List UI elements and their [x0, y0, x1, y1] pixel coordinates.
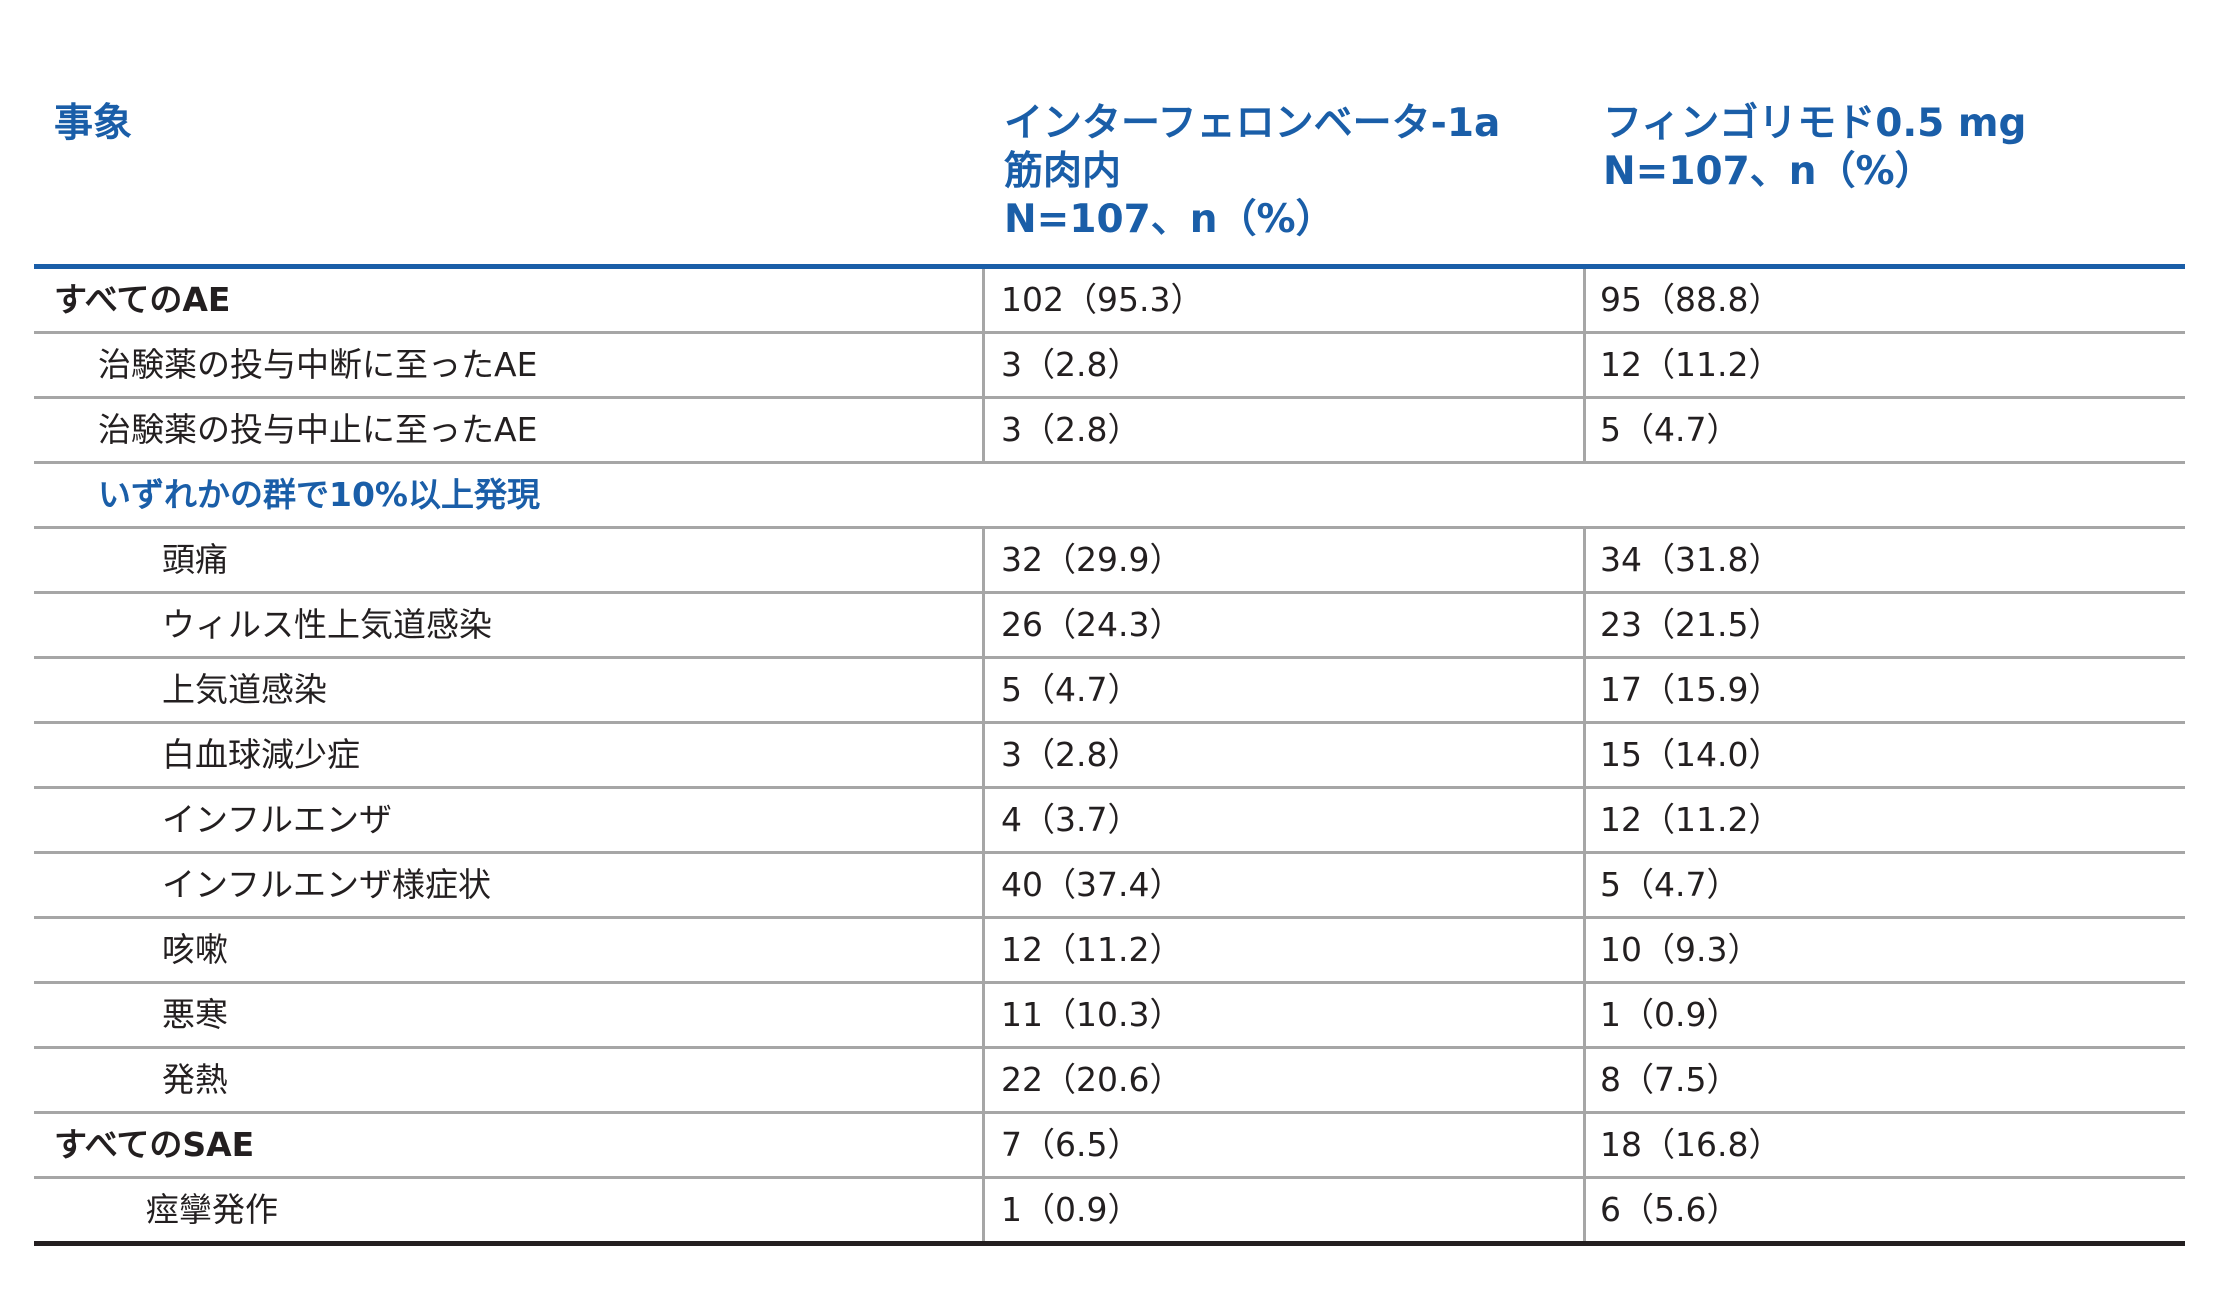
- fingolimod-value: 12（11.2）: [1600, 345, 1782, 384]
- interferon-value: 12（11.2）: [1001, 930, 1183, 969]
- table-row: 白血球減少症 3（2.8） 15（14.0）: [34, 724, 2185, 789]
- column-divider: [982, 854, 985, 916]
- column-divider: [982, 529, 985, 591]
- interferon-value: 3（2.8）: [1001, 735, 1141, 774]
- fingolimod-value: 15（14.0）: [1600, 735, 1782, 774]
- table-row: インフルエンザ様症状 40（37.4） 5（4.7）: [34, 854, 2185, 919]
- row-label: ウィルス性上気道感染: [162, 605, 492, 644]
- interferon-value: 26（24.3）: [1001, 605, 1183, 644]
- column-divider: [1583, 269, 1586, 331]
- fingolimod-value: 1（0.9）: [1600, 995, 1740, 1034]
- column-divider: [982, 399, 985, 461]
- fingolimod-value: 23（21.5）: [1600, 605, 1782, 644]
- section-row: いずれかの群で10%以上発現: [34, 464, 2185, 529]
- table-row: すべてのAE 102（95.3） 95（88.8）: [34, 269, 2185, 334]
- header-fingolimod-line2: N=107、n（%）: [1603, 149, 1934, 194]
- fingolimod-value: 17（15.9）: [1600, 670, 1782, 709]
- column-divider: [982, 1049, 985, 1111]
- table-row: 上気道感染 5（4.7） 17（15.9）: [34, 659, 2185, 724]
- column-divider: [1583, 789, 1586, 851]
- table-row: ウィルス性上気道感染 26（24.3） 23（21.5）: [34, 594, 2185, 659]
- fingolimod-value: 12（11.2）: [1600, 800, 1782, 839]
- column-divider: [1583, 919, 1586, 981]
- header-rule: [34, 264, 2185, 269]
- row-label: 悪寒: [162, 995, 228, 1034]
- header-interferon-line2: 筋肉内: [1004, 149, 1122, 194]
- column-divider: [982, 334, 985, 396]
- fingolimod-value: 6（5.6）: [1600, 1190, 1740, 1229]
- header-event-label: 事象: [54, 101, 133, 146]
- column-divider: [1583, 1179, 1586, 1241]
- column-divider: [982, 659, 985, 721]
- table-row: 治験薬の投与中止に至ったAE 3（2.8） 5（4.7）: [34, 399, 2185, 464]
- column-divider: [982, 984, 985, 1046]
- row-label: インフルエンザ: [162, 800, 393, 839]
- header-interferon: インターフェロンベータ-1a 筋肉内 N=107、n（%）: [1004, 100, 1500, 244]
- column-divider: [1583, 724, 1586, 786]
- table-row: 治験薬の投与中断に至ったAE 3（2.8） 12（11.2）: [34, 334, 2185, 399]
- column-divider: [982, 789, 985, 851]
- adverse-events-table: 事象 インターフェロンベータ-1a 筋肉内 N=107、n（%） フィンゴリモド…: [34, 100, 2185, 1246]
- fingolimod-value: 18（16.8）: [1600, 1125, 1782, 1164]
- row-label: インフルエンザ様症状: [162, 865, 492, 904]
- fingolimod-value: 10（9.3）: [1600, 930, 1761, 969]
- column-divider: [982, 1114, 985, 1176]
- header-event: 事象: [54, 100, 132, 148]
- row-label: 治験薬の投与中止に至ったAE: [98, 410, 538, 449]
- table-header: 事象 インターフェロンベータ-1a 筋肉内 N=107、n（%） フィンゴリモド…: [34, 100, 2185, 260]
- column-divider: [1583, 1114, 1586, 1176]
- interferon-value: 5（4.7）: [1001, 670, 1141, 709]
- interferon-value: 102（95.3）: [1001, 280, 1204, 319]
- row-label: 上気道感染: [162, 670, 327, 709]
- table-row: すべてのSAE 7（6.5） 18（16.8）: [34, 1114, 2185, 1179]
- row-label: すべてのAE: [54, 280, 231, 319]
- table-row: 発熱 22（20.6） 8（7.5）: [34, 1049, 2185, 1114]
- fingolimod-value: 34（31.8）: [1600, 540, 1782, 579]
- interferon-value: 11（10.3）: [1001, 995, 1183, 1034]
- interferon-value: 40（37.4）: [1001, 865, 1183, 904]
- column-divider: [982, 594, 985, 656]
- row-label: 白血球減少症: [162, 735, 360, 774]
- column-divider: [1583, 529, 1586, 591]
- interferon-value: 3（2.8）: [1001, 345, 1141, 384]
- table-row: 悪寒 11（10.3） 1（0.9）: [34, 984, 2185, 1049]
- interferon-value: 4（3.7）: [1001, 800, 1141, 839]
- row-label: 発熱: [162, 1060, 228, 1099]
- column-divider: [1583, 594, 1586, 656]
- row-label: すべてのSAE: [54, 1125, 255, 1164]
- header-interferon-line3: N=107、n（%）: [1004, 197, 1335, 242]
- column-divider: [982, 269, 985, 331]
- column-divider: [982, 724, 985, 786]
- table-row: 頭痛 32（29.9） 34（31.8）: [34, 529, 2185, 594]
- interferon-value: 22（20.6）: [1001, 1060, 1183, 1099]
- interferon-value: 1（0.9）: [1001, 1190, 1141, 1229]
- row-label: 頭痛: [162, 540, 228, 579]
- interferon-value: 7（6.5）: [1001, 1125, 1141, 1164]
- interferon-value: 32（29.9）: [1001, 540, 1183, 579]
- fingolimod-value: 5（4.7）: [1600, 410, 1740, 449]
- column-divider: [982, 919, 985, 981]
- fingolimod-value: 8（7.5）: [1600, 1060, 1740, 1099]
- fingolimod-value: 5（4.7）: [1600, 865, 1740, 904]
- column-divider: [1583, 854, 1586, 916]
- header-interferon-line1: インターフェロンベータ-1a: [1004, 101, 1501, 146]
- column-divider: [1583, 659, 1586, 721]
- fingolimod-value: 95（88.8）: [1600, 280, 1782, 319]
- column-divider: [1583, 334, 1586, 396]
- interferon-value: 3（2.8）: [1001, 410, 1141, 449]
- table-row: 痙攣発作 1（0.9） 6（5.6）: [34, 1179, 2185, 1246]
- column-divider: [1583, 399, 1586, 461]
- table-row: インフルエンザ 4（3.7） 12（11.2）: [34, 789, 2185, 854]
- section-label: いずれかの群で10%以上発現: [98, 475, 540, 514]
- header-fingolimod: フィンゴリモド0.5 mg N=107、n（%）: [1603, 100, 2026, 196]
- row-label: 痙攣発作: [146, 1190, 278, 1229]
- row-label: 咳嗽: [162, 930, 228, 969]
- header-fingolimod-line1: フィンゴリモド0.5 mg: [1603, 101, 2027, 146]
- table-row: 咳嗽 12（11.2） 10（9.3）: [34, 919, 2185, 984]
- column-divider: [1583, 1049, 1586, 1111]
- column-divider: [1583, 984, 1586, 1046]
- row-label: 治験薬の投与中断に至ったAE: [98, 345, 538, 384]
- column-divider: [982, 1179, 985, 1241]
